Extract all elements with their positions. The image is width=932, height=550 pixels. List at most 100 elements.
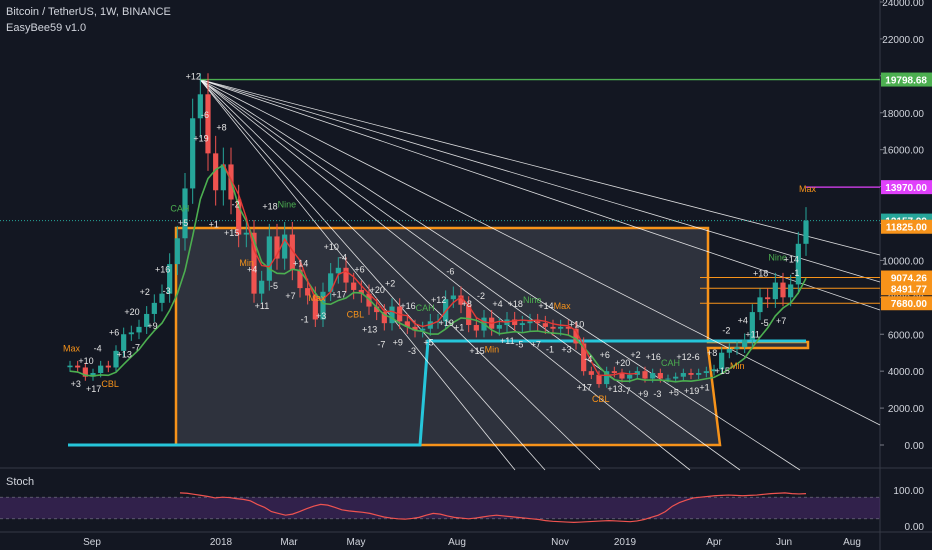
indicator-label: +15	[469, 346, 484, 356]
candle-body	[174, 238, 180, 265]
candle-body	[619, 373, 625, 379]
candle-body	[67, 365, 73, 368]
time-tick-label: 2018	[210, 537, 233, 548]
indicator-label: +2	[140, 287, 150, 297]
indicator-label: CBL	[101, 379, 119, 389]
fan-line	[199, 79, 601, 471]
candle-body	[466, 304, 472, 326]
indicator-label: CBL	[592, 394, 610, 404]
price-tick-label: 22000.00	[882, 35, 924, 46]
candle-body	[765, 297, 771, 300]
indicator-label: CAH	[416, 303, 435, 313]
price-tick-label: 2000.00	[888, 404, 925, 415]
indicator-label: +12	[676, 352, 691, 362]
indicator-label: +20	[370, 285, 385, 295]
stoch-line	[179, 492, 807, 524]
indicator-label: +6	[354, 265, 364, 275]
moving-average-red	[222, 163, 638, 377]
candle-body	[335, 267, 341, 274]
price-tick-label: 4000.00	[888, 367, 925, 378]
indicator-label: -1	[301, 314, 309, 324]
candle-body	[404, 321, 410, 327]
candle-body	[236, 199, 242, 235]
indicator-label: +13	[117, 349, 132, 359]
time-tick-label: Aug	[843, 537, 861, 548]
indicator-label: +8	[707, 348, 717, 358]
indicator-label: +4	[738, 315, 748, 325]
candle-body	[757, 297, 763, 313]
candle-body	[788, 284, 794, 298]
time-tick-label: Jun	[776, 537, 792, 548]
candle-body	[634, 371, 640, 375]
candle-body	[749, 312, 755, 340]
stoch-tick-label: 0.00	[905, 522, 925, 533]
indicator-label: -5	[270, 281, 278, 291]
candle-body	[519, 323, 525, 326]
candle-body	[688, 373, 694, 375]
indicator-label: +16	[155, 265, 170, 275]
price-tick-label: 10000.00	[882, 256, 924, 267]
indicator-label: CAH	[170, 204, 189, 214]
indicator-label: +14	[293, 258, 308, 268]
candle-body	[167, 264, 173, 294]
candle-body	[458, 295, 464, 305]
indicator-label: +9	[147, 321, 157, 331]
candle-body	[190, 118, 196, 189]
indicator-label: +4	[247, 265, 257, 275]
candle-body	[328, 273, 334, 292]
candle-body	[243, 232, 249, 235]
candle-body	[711, 369, 717, 372]
price-tick-label: 24000.00	[882, 0, 924, 9]
indicator-label: -3	[163, 286, 171, 296]
time-axis: Sep 2018 Mar May Aug Nov 2019 Apr Jun Aug	[83, 537, 861, 548]
indicator-label: +16	[646, 352, 661, 362]
indicator-label: +6	[109, 327, 119, 337]
price-tick-label: 18000.00	[882, 109, 924, 120]
indicator-label: +19	[439, 318, 454, 328]
candle-body	[726, 349, 732, 353]
indicator-label: -4	[339, 252, 347, 262]
fan-line	[199, 79, 691, 471]
indicator-label: +14	[784, 254, 799, 264]
candle-body	[312, 295, 318, 320]
price-badge-label: 19798.68	[885, 76, 927, 87]
candle-body	[251, 232, 257, 294]
candle-body	[703, 371, 709, 374]
indicator-label: -6	[692, 352, 700, 362]
time-tick-label: Aug	[448, 537, 466, 548]
fan-line	[199, 79, 881, 311]
candle-body	[443, 299, 449, 322]
candle-body	[719, 352, 725, 370]
candle-body	[282, 234, 288, 259]
candle-body	[596, 374, 602, 385]
candle-body	[136, 326, 142, 333]
indicator-label: -7	[623, 386, 631, 396]
time-tick-label: Nov	[551, 537, 569, 548]
candle-body	[657, 373, 663, 379]
indicator-label: +2	[385, 279, 395, 289]
candle-body	[182, 188, 188, 239]
candle-body	[680, 373, 686, 377]
indicator-label: Min	[730, 361, 745, 371]
price-badge-label: 13970.00	[885, 183, 927, 194]
candle-body	[144, 313, 150, 327]
indicator-label: +13	[607, 384, 622, 394]
price-tick-label: 6000.00	[888, 330, 925, 341]
stoch-pane	[0, 492, 880, 524]
indicator-label: +10	[569, 319, 584, 329]
indicator-label: +14	[538, 301, 553, 311]
candle-body	[803, 220, 809, 244]
price-badge	[881, 281, 932, 296]
candle-body	[374, 306, 380, 313]
candle-body	[558, 326, 564, 329]
candle-body	[159, 293, 165, 303]
indicator-label: +12	[431, 295, 446, 305]
indicator-label: +7	[776, 316, 786, 326]
fan-line	[199, 79, 516, 471]
indicator-label: -1	[546, 344, 554, 354]
candle-body	[573, 328, 579, 344]
indicator-label: Min	[239, 258, 254, 268]
indicator-label: -5	[515, 339, 523, 349]
